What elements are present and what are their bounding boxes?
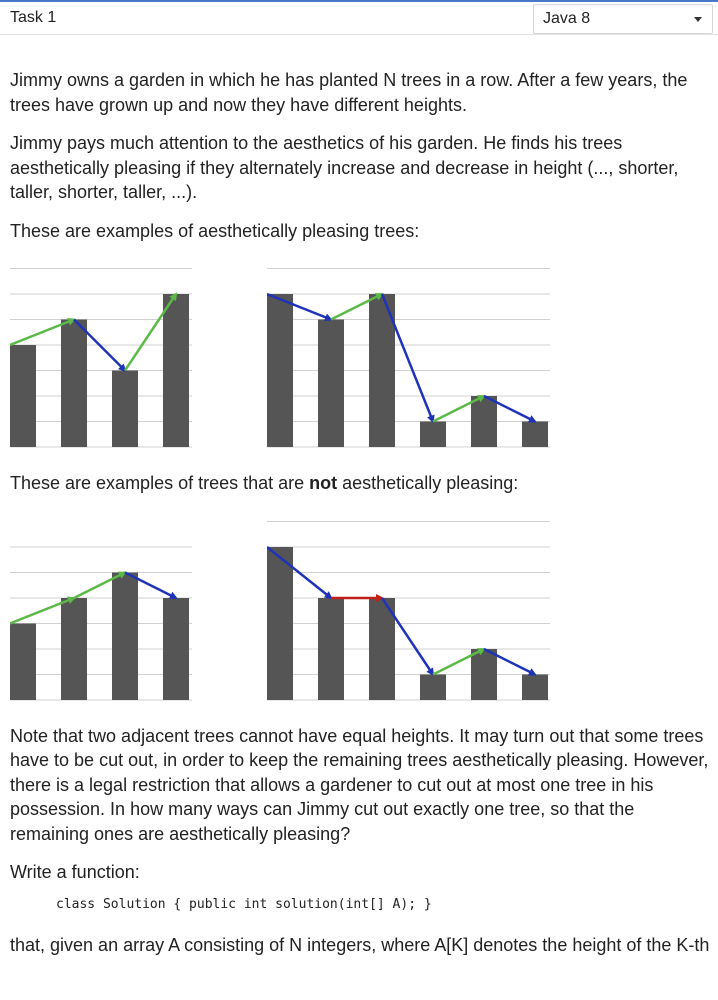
- tree-bar: [163, 597, 189, 700]
- increase-arrow: [432, 394, 486, 423]
- decrease-arrow: [483, 647, 537, 676]
- decrease-arrow: [124, 570, 178, 599]
- bar-chart-pleasing-1: [10, 268, 192, 448]
- increase-arrow: [10, 596, 76, 625]
- decrease-arrow: [483, 394, 537, 423]
- tree-bar: [10, 623, 36, 700]
- tree-bar: [420, 421, 446, 447]
- bar-chart-pleasing-2: [267, 268, 550, 448]
- decrease-arrow: [380, 596, 435, 676]
- paragraph-intro: Jimmy owns a garden in which he has plan…: [10, 70, 688, 115]
- decrease-arrow: [267, 292, 333, 321]
- increase-arrow: [10, 318, 76, 347]
- paragraph-pleasing-examples: These are examples of aesthetically plea…: [10, 220, 420, 241]
- decrease-arrow: [267, 545, 333, 599]
- tree-bar: [420, 674, 446, 700]
- tree-bar: [522, 674, 548, 700]
- text-part: These are examples of trees that are: [10, 473, 310, 493]
- decrease-arrow: [380, 293, 435, 424]
- tree-bar: [471, 396, 497, 447]
- chevron-down-icon: [694, 17, 702, 22]
- bar-chart-not-pleasing-1: [10, 546, 192, 700]
- decrease-arrow: [73, 318, 127, 372]
- increase-arrow: [432, 647, 486, 676]
- tree-bar: [318, 319, 344, 447]
- paragraph-problem: Note that two adjacent trees cannot have…: [10, 725, 709, 844]
- tree-bar: [522, 421, 548, 447]
- tree-bar: [10, 345, 36, 447]
- bar-chart-not-pleasing-2: [267, 520, 550, 700]
- increase-arrow: [330, 292, 384, 321]
- paragraph-not-pleasing-examples: These are examples of trees that are not…: [10, 471, 716, 496]
- tree-bar: [369, 294, 395, 447]
- tree-bar: [163, 294, 189, 447]
- tree-bar: [61, 597, 87, 700]
- paragraph-write-function: Write a function:: [10, 862, 140, 882]
- paragraph-aesthetics: Jimmy pays much attention to the aesthet…: [10, 133, 679, 202]
- tree-bar: [267, 294, 293, 447]
- tree-bar: [318, 597, 344, 700]
- pleasing-examples: [10, 251, 716, 461]
- tree-bar: [267, 546, 293, 700]
- increase-arrow: [73, 570, 127, 599]
- text-part: aesthetically pleasing:: [337, 473, 519, 493]
- not-pleasing-examples: [10, 504, 716, 714]
- top-accent-line: [0, 0, 718, 2]
- increase-arrow: [123, 292, 178, 372]
- task-title: Task 1: [10, 9, 57, 26]
- tree-bar: [369, 597, 395, 700]
- code-signature: class Solution { public int solution(int…: [56, 896, 432, 912]
- tree-bar: [112, 572, 138, 700]
- tree-bar: [112, 370, 138, 447]
- task-header: Task 1 Java 8: [0, 2, 718, 35]
- text-bold-not: not: [309, 473, 338, 493]
- task-description: Jimmy owns a garden in which he has plan…: [10, 68, 716, 971]
- tree-bar: [471, 648, 497, 700]
- language-select[interactable]: Java 8: [533, 4, 713, 34]
- language-select-value: Java 8: [543, 10, 591, 27]
- paragraph-given-array: that, given an array A consisting of N i…: [10, 934, 710, 955]
- tree-bar: [61, 319, 87, 447]
